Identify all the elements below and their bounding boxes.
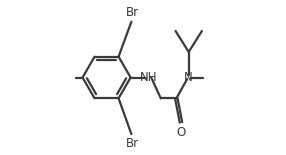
Text: Br: Br xyxy=(126,6,140,19)
Text: Br: Br xyxy=(126,137,140,150)
Text: O: O xyxy=(176,126,186,139)
Text: N: N xyxy=(184,71,193,84)
Text: NH: NH xyxy=(140,71,157,84)
